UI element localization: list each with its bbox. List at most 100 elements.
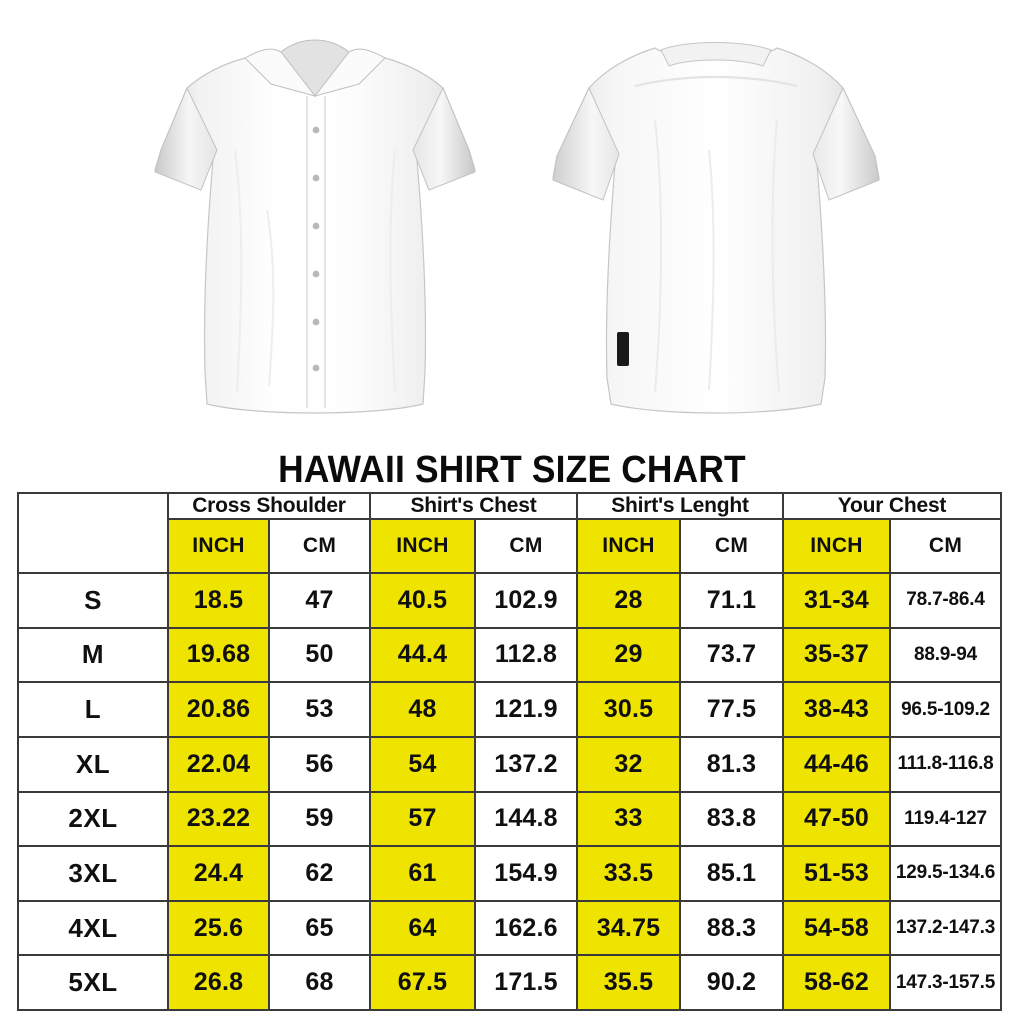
measurement-cell: 31-34 [782,572,891,629]
measurement-cell: 20.86 [167,681,270,738]
unit-header-cm-your-chest: CM [889,518,1002,574]
size-label-cell: 3XL [17,845,169,902]
measurement-cell: 28 [576,572,681,629]
measurement-cell: 137.2-147.3 [889,899,1002,957]
measurement-cell: 154.9 [474,845,578,902]
unit-header-inch-your-chest: INCH [782,518,891,574]
group-header-cross-shoulder: Cross Shoulder [167,492,371,520]
measurement-cell: 73.7 [679,626,784,684]
unit-header-cm-shirts-lenght: CM [679,518,784,574]
measurement-cell: 61 [369,845,476,902]
brand-tag-icon [617,332,629,366]
group-header-shirts-lenght: Shirt's Lenght [576,492,784,520]
measurement-cell: 51-53 [782,845,891,902]
table-row: L 20.86 53 48 121.9 30.5 77.5 38-43 96.5-109.2 [17,681,1002,738]
measurement-cell: 54 [369,735,476,793]
table-row: XL 22.04 56 54 137.2 32 81.3 44-46 111.8-116.8 [17,735,1002,793]
measurement-cell: 81.3 [679,735,784,793]
measurement-cell: 35-37 [782,626,891,684]
size-label-cell: 5XL [17,954,169,1011]
measurement-cell: 162.6 [474,899,578,957]
measurement-cell: 119.4-127 [889,790,1002,848]
measurement-cell: 111.8-116.8 [889,735,1002,793]
unit-header-cm-cross-shoulder: CM [268,518,371,574]
size-label-cell: XL [17,735,169,793]
measurement-cell: 50 [268,626,371,684]
measurement-cell: 18.5 [167,572,270,629]
measurement-cell: 78.7-86.4 [889,572,1002,629]
measurement-cell: 88.3 [679,899,784,957]
size-chart-table-wrapper: Cross Shoulder Shirt's Chest Shirt's Len… [17,492,1002,1011]
measurement-cell: 44-46 [782,735,891,793]
measurement-cell: 65 [268,899,371,957]
measurement-cell: 29 [576,626,681,684]
shirt-front-image [95,0,535,448]
measurement-cell: 30.5 [576,681,681,738]
table-row: 2XL 23.22 59 57 144.8 33 83.8 47-50 119.4-127 [17,790,1002,848]
group-header-row: Cross Shoulder Shirt's Chest Shirt's Len… [17,492,1002,574]
corner-blank-cell [17,492,169,574]
unit-header-inch-shirts-lenght: INCH [576,518,681,574]
measurement-cell: 77.5 [679,681,784,738]
unit-header-inch-cross-shoulder: INCH [167,518,270,574]
product-photo-strip [0,0,1024,448]
measurement-cell: 71.1 [679,572,784,629]
unit-header-cm-shirts-chest: CM [474,518,578,574]
measurement-cell: 25.6 [167,899,270,957]
measurement-cell: 24.4 [167,845,270,902]
shirt-back-image [495,0,935,448]
measurement-cell: 85.1 [679,845,784,902]
measurement-cell: 68 [268,954,371,1011]
size-label-cell: 2XL [17,790,169,848]
measurement-cell: 32 [576,735,681,793]
measurement-cell: 53 [268,681,371,738]
measurement-cell: 35.5 [576,954,681,1011]
size-label-cell: 4XL [17,899,169,957]
table-row: 5XL 26.8 68 67.5 171.5 35.5 90.2 58-62 147.3-157… [17,954,1002,1011]
measurement-cell: 62 [268,845,371,902]
size-label-cell: L [17,681,169,738]
measurement-cell: 38-43 [782,681,891,738]
size-label-cell: S [17,572,169,629]
size-label-cell: M [17,626,169,684]
shirt-back-illustration [552,42,880,414]
measurement-cell: 102.9 [474,572,578,629]
measurement-cell: 48 [369,681,476,738]
measurement-cell: 57 [369,790,476,848]
table-row: S 18.5 47 40.5 102.9 28 71.1 31-34 78.7-86.4 [17,572,1002,629]
measurement-cell: 58-62 [782,954,891,1011]
unit-header-inch-shirts-chest: INCH [369,518,476,574]
measurement-cell: 26.8 [167,954,270,1011]
size-chart-table: Cross Shoulder Shirt's Chest Shirt's Len… [17,492,1002,1011]
measurement-cell: 96.5-109.2 [889,681,1002,738]
measurement-cell: 34.75 [576,899,681,957]
measurement-cell: 83.8 [679,790,784,848]
measurement-cell: 67.5 [369,954,476,1011]
page-title: HAWAII SHIRT SIZE CHART [278,449,746,491]
shirt-front-illustration [154,39,476,414]
measurement-cell: 147.3-157.5 [889,954,1002,1011]
measurement-cell: 23.22 [167,790,270,848]
measurement-cell: 44.4 [369,626,476,684]
unit-header-row: INCH CM INCH CM INCH CM INCH CM [18,518,1002,574]
table-row: 4XL 25.6 65 64 162.6 34.75 88.3 54-58 137.2-147.… [17,899,1002,957]
table-row: 3XL 24.4 62 61 154.9 33.5 85.1 51-53 129.5-134.6 [17,845,1002,902]
measurement-cell: 171.5 [474,954,578,1011]
measurement-cell: 19.68 [167,626,270,684]
measurement-cell: 112.8 [474,626,578,684]
measurement-cell: 121.9 [474,681,578,738]
table-body: S 18.5 47 40.5 102.9 28 71.1 31-34 78.7-86.4 M 19.… [17,572,1002,1011]
measurement-cell: 90.2 [679,954,784,1011]
measurement-cell: 40.5 [369,572,476,629]
measurement-cell: 137.2 [474,735,578,793]
measurement-cell: 88.9-94 [889,626,1002,684]
measurement-cell: 64 [369,899,476,957]
group-header-shirts-chest: Shirt's Chest [369,492,578,520]
table-header: Cross Shoulder Shirt's Chest Shirt's Len… [17,492,1002,574]
group-header-your-chest: Your Chest [782,492,1002,520]
measurement-cell: 59 [268,790,371,848]
measurement-cell: 129.5-134.6 [889,845,1002,902]
measurement-cell: 47 [268,572,371,629]
measurement-cell: 47-50 [782,790,891,848]
measurement-cell: 33 [576,790,681,848]
